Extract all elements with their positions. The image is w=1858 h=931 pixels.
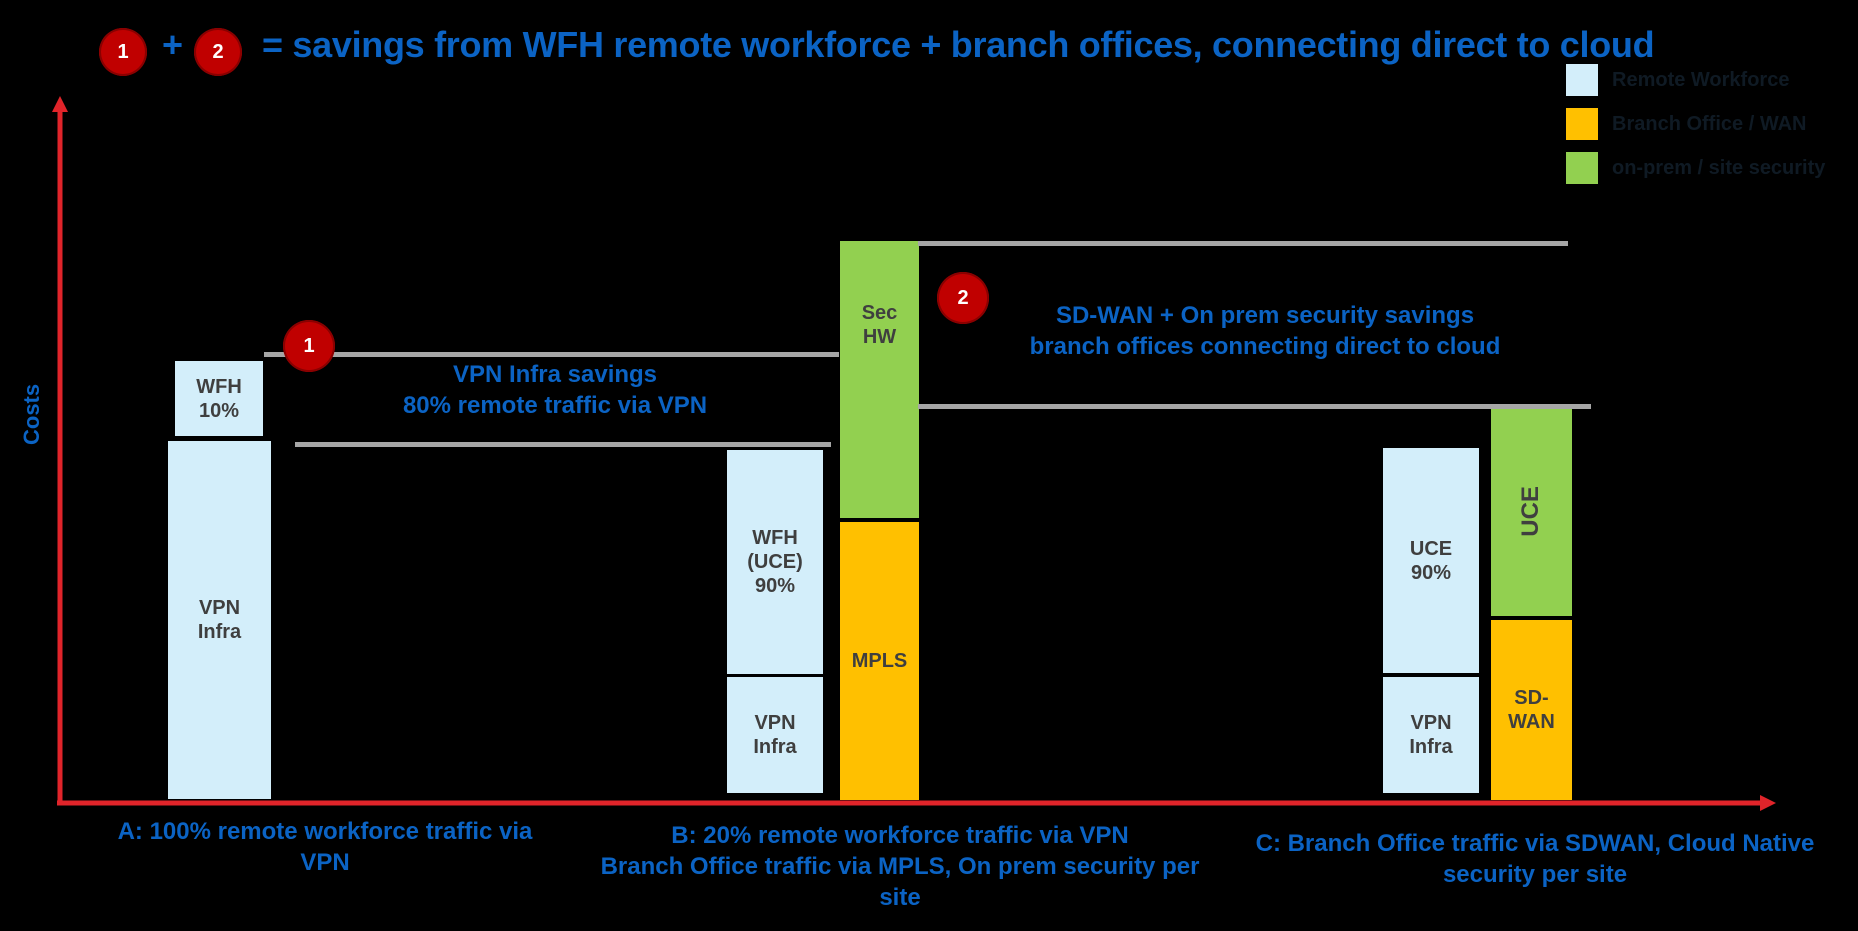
legend: Remote Workforce Branch Office / WAN on-… [1566,64,1825,184]
caption-b: B: 20% remote workforce traffic via VPN … [600,822,1200,912]
bar-b-mpls: MPLS [840,522,919,800]
bar-c-uce-green: UCE [1491,407,1572,616]
savings1-top-line [264,352,839,357]
legend-label-security: on-prem / site security [1612,156,1826,179]
savings1-text: VPN Infra savings 80% remote traffic via… [402,361,708,420]
bar-c-uce: UCE 90% [1383,448,1479,673]
legend-item-branch: Branch Office / WAN [1566,108,1825,140]
legend-label-remote: Remote Workforce [1612,68,1790,91]
bar-b-sec-hw: Sec HW [840,241,919,518]
legend-item-remote: Remote Workforce [1566,64,1825,96]
legend-item-security: on-prem / site security [1566,152,1825,184]
x-axis-arrow [1760,795,1776,811]
badge-2: 2 [194,28,242,76]
savings2-badge: 2 [937,272,989,324]
savings1-bottom-line [295,442,831,447]
savings1-badge: 1 [283,320,335,372]
legend-swatch-security [1566,152,1598,184]
bar-c-uce-green-label: UCE [1517,486,1545,537]
legend-swatch-branch [1566,108,1598,140]
savings2-bottom-line [918,404,1591,409]
plus-sign: + [162,24,184,65]
caption-c: C: Branch Office traffic via SDWAN, Clou… [1255,830,1815,889]
legend-label-branch: Branch Office / WAN [1612,112,1807,135]
bar-b-vpn-infra: VPN Infra [727,677,823,793]
page-title: = savings from WFH remote workforce + br… [262,24,1655,65]
y-axis-label: Costs [19,383,44,445]
savings2-text: SD-WAN + On prem security savings branch… [1029,302,1501,361]
bar-a-wfh: WFH 10% [175,361,263,436]
legend-swatch-remote [1566,64,1598,96]
badge-1: 1 [99,28,147,76]
bar-b-wfh-uce: WFH (UCE) 90% [727,450,823,674]
savings2-top-line [918,241,1568,246]
bar-c-vpn-infra: VPN Infra [1383,677,1479,793]
bar-a-vpn-infra: VPN Infra [168,441,271,799]
bar-c-sdwan: SD- WAN [1491,620,1572,800]
caption-a: A: 100% remote workforce traffic via VPN [117,818,533,877]
y-axis-arrow [52,96,68,112]
